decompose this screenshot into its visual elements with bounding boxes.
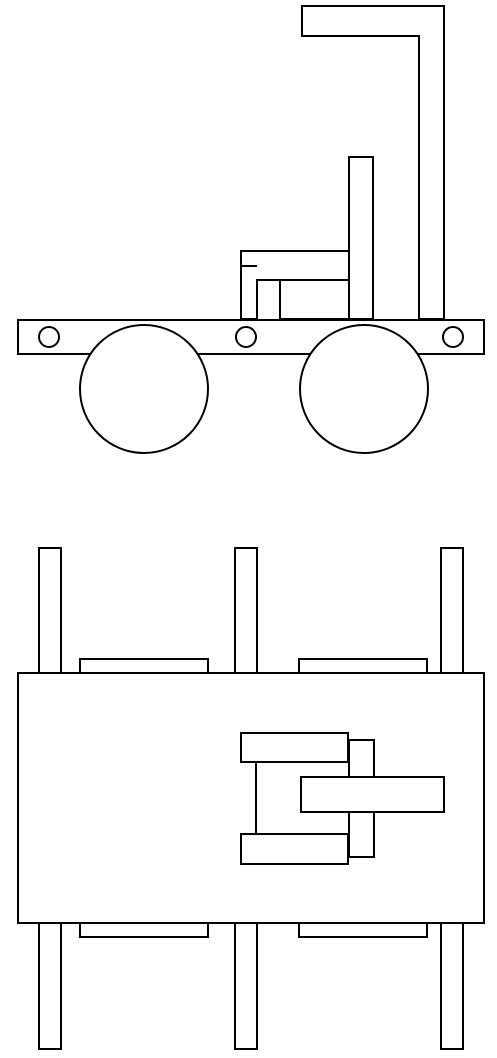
axle-hole-middle <box>235 326 257 348</box>
handle-crossbar <box>300 776 445 813</box>
top-view <box>17 547 485 1050</box>
axle-hole-left <box>38 326 60 348</box>
seat-back <box>348 156 374 320</box>
handle-bar-bottom <box>240 833 349 865</box>
seat-base <box>279 279 350 320</box>
handle-bar-top <box>240 732 349 763</box>
axle-post-top-left <box>38 547 62 675</box>
wheel-tab-top-right <box>298 658 428 675</box>
wheel-tab-bottom-right <box>298 921 428 938</box>
wheel-tab-top-left <box>79 658 209 675</box>
axle-post-bottom-middle <box>234 921 258 1050</box>
seat <box>240 250 350 320</box>
axle-hole-right <box>442 326 464 348</box>
side-view <box>17 5 485 454</box>
wheel-tab-bottom-left <box>79 921 209 938</box>
front-wheel <box>79 324 209 454</box>
axle-post-top-middle <box>234 547 258 675</box>
axle-post-bottom-right <box>440 921 464 1050</box>
axle-post-top-right <box>440 547 464 675</box>
axle-post-bottom-left <box>38 921 62 1050</box>
rear-wheel <box>299 324 429 454</box>
